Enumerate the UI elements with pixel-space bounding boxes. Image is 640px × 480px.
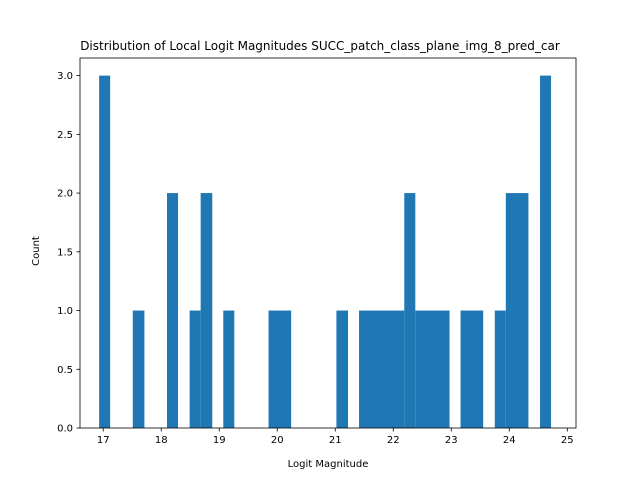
histogram-bar [223,310,235,428]
x-tick-label: 25 [561,435,574,446]
x-tick-label: 23 [445,435,458,446]
histogram-bar [415,310,450,428]
y-tick-label: 3.0 [57,71,73,82]
x-tick-label: 24 [503,435,516,446]
y-axis-label: Count [31,236,42,266]
x-tick-label: 22 [387,435,400,446]
histogram-bar [404,193,416,428]
x-tick-label: 18 [155,435,168,446]
histogram-bar [99,75,111,428]
y-tick-label: 0.0 [57,424,73,435]
x-tick-label: 19 [213,435,226,446]
histogram-bar [460,310,484,428]
y-tick-label: 0.5 [57,365,73,376]
y-tick-label: 2.5 [57,130,73,141]
histogram-bar [505,193,529,428]
axes-frame [79,57,577,429]
chart-title: Distribution of Local Logit Magnitudes S… [80,39,560,53]
histogram-bar [132,310,145,428]
histogram-bar [268,310,292,428]
y-tick-label: 1.5 [57,247,73,258]
histogram-bar [189,310,201,428]
y-axis-ticks: 0.0 0.5 1.0 1.5 2.0 2.5 3.0 [57,71,80,435]
histogram-bar [494,310,506,428]
histogram-bar [200,193,213,428]
x-tick-label: 21 [329,435,342,446]
y-tick-label: 2.0 [57,189,73,200]
histogram-bar [167,193,179,428]
x-tick-label: 17 [97,435,110,446]
histogram-bar [336,310,349,428]
x-tick-label: 20 [271,435,284,446]
histogram-bar [359,310,405,428]
x-axis-label: Logit Magnitude [288,459,369,470]
bars-group [99,75,552,428]
histogram-bar [540,75,552,428]
x-axis-ticks: 17 18 19 20 21 22 23 24 25 [97,428,574,446]
y-tick-label: 1.0 [57,306,73,317]
